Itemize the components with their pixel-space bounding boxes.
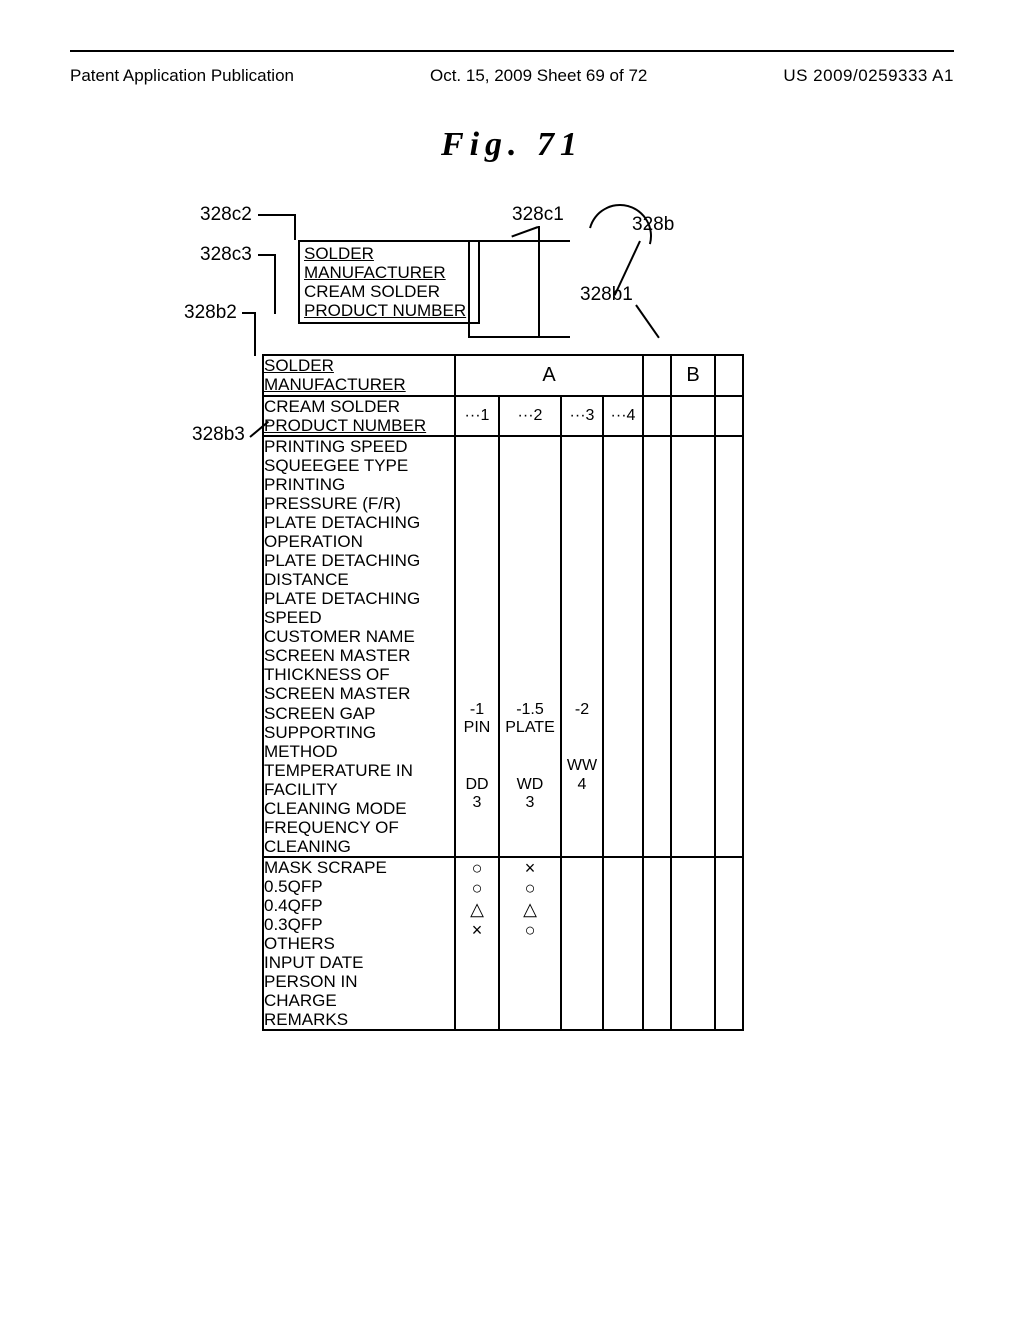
page: Patent Application Publication Oct. 15, … xyxy=(0,0,1024,1320)
subcol: ···3 xyxy=(561,396,603,436)
leader xyxy=(274,254,276,314)
callout-328c3: 328c3 xyxy=(200,244,252,266)
block3-col1: ○ ○ △ × xyxy=(455,857,499,1030)
block2-labels: PRINTING SPEED SQUEEGEE TYPE PRINTING PR… xyxy=(263,436,455,857)
block2-col3: -2 WW 4 xyxy=(561,436,603,857)
callout-328c2: 328c2 xyxy=(200,204,252,226)
header-right: US 2009/0259333 A1 xyxy=(783,66,954,86)
hdr-label: CREAM SOLDER xyxy=(264,397,400,416)
callout-328b2: 328b2 xyxy=(184,302,237,324)
leader xyxy=(511,226,538,237)
leader-curve xyxy=(576,192,663,279)
main-table: SOLDER MANUFACTURER A B CREAM SOLDER PRO… xyxy=(262,354,744,1031)
block3-col2: × ○ △ ○ xyxy=(499,857,561,1030)
block2-col2: -1.5 PLATE WD 3 xyxy=(499,436,561,857)
figure-title: Fig. 71 xyxy=(70,126,954,164)
header-rule xyxy=(70,50,954,52)
leader xyxy=(294,214,296,240)
hdr-label: PRODUCT NUMBER xyxy=(264,416,426,435)
header-mid: Oct. 15, 2009 Sheet 69 of 72 xyxy=(430,66,647,86)
leader xyxy=(258,214,296,216)
hdr-label: SOLDER xyxy=(264,356,334,375)
col-b: B xyxy=(686,364,699,386)
hdr-label: MANUFACTURER xyxy=(264,375,406,394)
leader xyxy=(635,304,660,338)
callout-328c1: 328c1 xyxy=(512,204,564,226)
subcol: ···1 xyxy=(455,396,499,436)
page-header: Patent Application Publication Oct. 15, … xyxy=(70,60,954,86)
topbox-line: MANUFACTURER xyxy=(304,263,446,282)
topbox-line: PRODUCT NUMBER xyxy=(304,301,466,320)
offset-header-box: SOLDER MANUFACTURER CREAM SOLDER PRODUCT… xyxy=(298,240,480,324)
topbox-line: CREAM SOLDER xyxy=(304,282,440,301)
offset-right-frag xyxy=(468,240,570,338)
block3-labels: MASK SCRAPE 0.5QFP 0.4QFP 0.3QFP OTHERS … xyxy=(263,857,455,1030)
callout-328b1: 328b1 xyxy=(580,284,633,306)
col-a: A xyxy=(542,364,555,386)
block2-col1: -1 PIN DD 3 xyxy=(455,436,499,857)
leader xyxy=(254,312,256,356)
callout-328b3: 328b3 xyxy=(192,424,245,446)
header-left: Patent Application Publication xyxy=(70,66,294,86)
subcol: ···2 xyxy=(499,396,561,436)
topbox-line: SOLDER xyxy=(304,244,374,263)
subcol: ···4 xyxy=(603,396,643,436)
